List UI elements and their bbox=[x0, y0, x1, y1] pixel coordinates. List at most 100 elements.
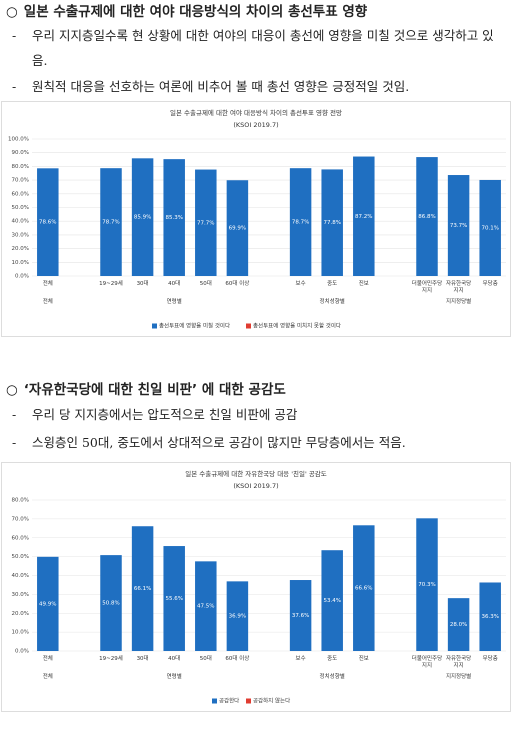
x-tick-label: 40대 bbox=[168, 656, 181, 662]
y-tick-label: 90.0% bbox=[12, 150, 29, 156]
bar bbox=[195, 169, 217, 276]
x-tick-label: 60대 이상 bbox=[225, 281, 250, 287]
data-label: 49.9% bbox=[39, 601, 56, 607]
x-tick-label: 무당층 bbox=[482, 281, 498, 287]
x-tick-label: 진보 bbox=[358, 656, 369, 662]
x-tick-label: 전체 bbox=[42, 281, 53, 287]
bar bbox=[163, 546, 185, 651]
y-tick-label: 70.0% bbox=[12, 178, 29, 184]
y-tick-label: 70.0% bbox=[12, 516, 29, 522]
data-label: 28.0% bbox=[450, 622, 467, 628]
data-label: 36.3% bbox=[481, 614, 498, 620]
bar bbox=[447, 175, 470, 276]
data-label: 86.8% bbox=[418, 214, 435, 220]
group-label: 정치성향별 bbox=[319, 299, 345, 305]
bar bbox=[163, 159, 185, 276]
data-label: 66.1% bbox=[134, 586, 151, 592]
data-label: 87.2% bbox=[355, 214, 372, 220]
x-tick-label: 중도 bbox=[327, 656, 338, 662]
group-label: 지지정당별 bbox=[445, 299, 472, 305]
data-label: 73.7% bbox=[450, 223, 467, 229]
group-label: 연령별 bbox=[166, 299, 182, 305]
y-tick-label: 10.0% bbox=[12, 260, 29, 266]
chart-box: 일본 수출규제에 대한 여야 대응방식 차이의 총선투표 영향 전망 (KSOI … bbox=[1, 101, 511, 337]
x-tick-label: 전체 bbox=[42, 656, 53, 662]
chart-title: 일본 수출규제에 대한 자유한국당 대응 '친일' 공감도 bbox=[185, 469, 327, 478]
heading-text: ‘자유한국당에 대한 친일 비판’ 에 대한 공감도 bbox=[23, 382, 286, 398]
x-tick-label: 19~29세 bbox=[99, 281, 123, 287]
bar bbox=[37, 556, 59, 651]
chart-subtitle: (KSOI 2019.7) bbox=[233, 121, 278, 129]
bar bbox=[416, 157, 438, 276]
y-tick-label: 80.0% bbox=[12, 164, 29, 170]
y-tick-label: 20.0% bbox=[12, 246, 29, 252]
x-tick-label: 30대 bbox=[136, 281, 149, 287]
bar bbox=[416, 518, 438, 651]
data-label: 66.6% bbox=[355, 586, 372, 592]
y-tick-label: 30.0% bbox=[12, 232, 29, 238]
x-tick-label: 50대 bbox=[199, 656, 212, 662]
data-label: 85.3% bbox=[165, 215, 182, 221]
legend-label: 총선투표에 영향을 미치지 못할 것이다 bbox=[253, 322, 341, 330]
x-tick-label: 60대 이상 bbox=[225, 656, 250, 662]
y-tick-label: 40.0% bbox=[12, 573, 29, 579]
bullet-text: 원칙적 대응을 선호하는 여론에 비추어 볼 때 총선 영향은 긍정적일 것임. bbox=[32, 79, 410, 94]
bar bbox=[131, 158, 154, 276]
chart: 일본 수출규제에 대한 자유한국당 대응 '친일' 공감도 (KSOI 2019.… bbox=[12, 469, 506, 705]
y-tick-label: 100.0% bbox=[8, 137, 29, 143]
chart-box: 일본 수출규제에 대한 자유한국당 대응 '친일' 공감도 (KSOI 2019.… bbox=[1, 462, 511, 712]
x-tick-label: 더불어민주당 지지 bbox=[411, 281, 443, 294]
bar bbox=[37, 168, 59, 276]
data-label: 70.3% bbox=[418, 582, 435, 588]
bar bbox=[226, 180, 249, 276]
legend-swatch bbox=[246, 698, 251, 704]
data-label: 37.6% bbox=[292, 613, 309, 619]
x-tick-label: 자유한국당 지지 bbox=[445, 656, 472, 669]
bullet-text: 우리 지지층일수록 현 상황에 대한 여야의 대응이 총선에 영향을 미칠 것으… bbox=[32, 28, 494, 68]
chart: 일본 수출규제에 대한 여야 대응방식 차이의 총선투표 영향 전망 (KSOI … bbox=[8, 108, 506, 330]
legend-swatch bbox=[152, 323, 157, 329]
y-tick-label: 10.0% bbox=[12, 630, 29, 636]
legend-label: 공감한다 bbox=[219, 697, 239, 705]
y-tick-label: 40.0% bbox=[12, 219, 29, 225]
x-tick-label: 40대 bbox=[168, 281, 181, 287]
chart-title: 일본 수출규제에 대한 여야 대응방식 차이의 총선투표 영향 전망 bbox=[170, 108, 342, 117]
bar bbox=[289, 168, 312, 276]
group-label: 연령별 bbox=[166, 674, 182, 680]
x-tick-label: 진보 bbox=[358, 281, 369, 287]
data-label: 69.9% bbox=[229, 226, 246, 232]
x-tick-label: 보수 bbox=[295, 656, 306, 662]
x-tick-label: 50대 bbox=[199, 281, 212, 287]
y-tick-label: 60.0% bbox=[12, 535, 29, 541]
bullet-text: 우리 당 지지층에서는 압도적으로 친일 비판에 공감 bbox=[32, 407, 298, 422]
legend-label: 총선투표에 영향을 미칠 것이다 bbox=[159, 322, 230, 330]
group-label: 전체 bbox=[42, 674, 53, 680]
legend-swatch bbox=[212, 698, 217, 704]
data-label: 47.5% bbox=[197, 604, 214, 610]
data-label: 36.9% bbox=[229, 614, 246, 620]
group-label: 정치성향별 bbox=[319, 674, 345, 680]
y-tick-label: 0.0% bbox=[15, 274, 29, 280]
bullet: - 원칙적 대응을 선호하는 여론에 비추어 볼 때 총선 영향은 긍정적일 것임… bbox=[12, 74, 502, 99]
bar bbox=[289, 580, 312, 651]
bar bbox=[479, 179, 501, 276]
bar bbox=[195, 561, 217, 651]
legend-label: 공감하지 않는다 bbox=[253, 697, 290, 705]
group-label: 지지정당별 bbox=[445, 674, 472, 680]
bar bbox=[447, 598, 470, 651]
y-tick-label: 80.0% bbox=[12, 498, 29, 504]
x-tick-label: 중도 bbox=[327, 281, 338, 287]
data-label: 53.4% bbox=[323, 598, 340, 604]
data-label: 77.8% bbox=[323, 220, 340, 226]
data-label: 70.1% bbox=[481, 225, 498, 231]
data-label: 78.6% bbox=[39, 220, 56, 226]
heading: ○ ‘자유한국당에 대한 친일 비판’ 에 대한 공감도 bbox=[6, 382, 286, 398]
bullet: - 우리 지지층일수록 현 상황에 대한 여야의 대응이 총선에 영향을 미칠 것… bbox=[12, 23, 502, 73]
bar bbox=[321, 550, 343, 651]
heading: ○ 일본 수출규제에 대한 여야 대응방식의 차이의 총선투표 영향 bbox=[6, 4, 368, 20]
bullet-text: 스윙층인 50대, 중도에서 상대적으로 공감이 많지만 무당층에서는 적음. bbox=[32, 435, 406, 450]
x-tick-label: 30대 bbox=[136, 656, 149, 662]
bar bbox=[100, 555, 122, 651]
data-label: 85.9% bbox=[134, 215, 151, 221]
y-tick-label: 50.0% bbox=[12, 205, 29, 211]
